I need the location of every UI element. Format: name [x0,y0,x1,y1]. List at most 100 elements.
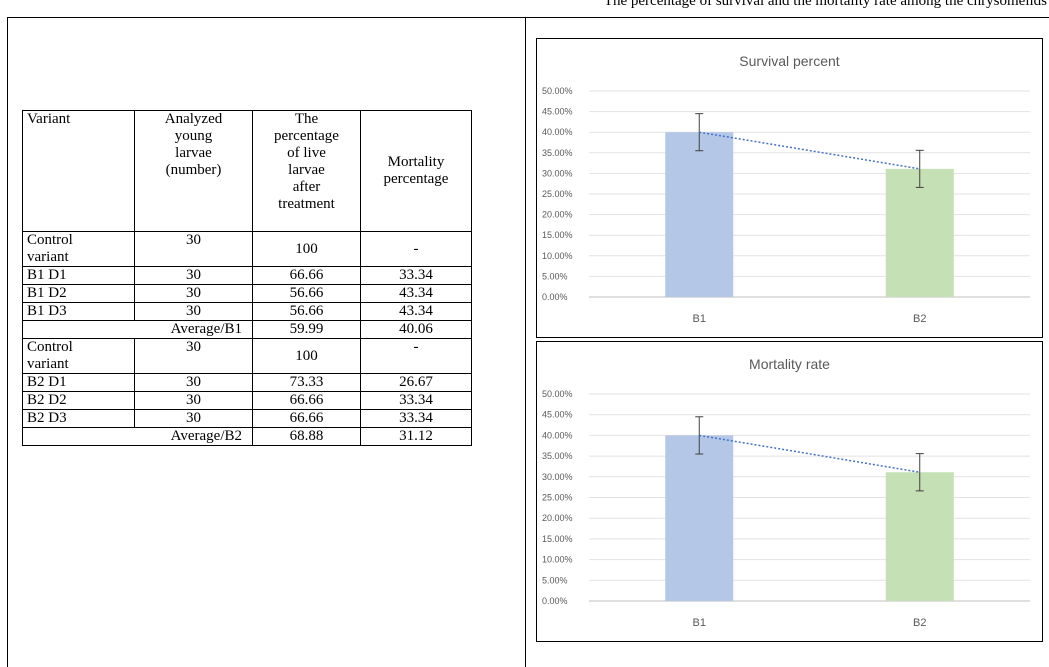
variant-text: variant [27,356,69,372]
y-tick-label: 0.00% [542,292,568,302]
variant-cell: B2 D3 [22,409,135,428]
table-row: Control variant 30 100- [22,231,472,267]
x-tick-label: B2 [913,313,926,325]
column-header-text: larvae [175,145,212,161]
live-percent-cell: 56.66 [252,302,361,321]
chart-title: Survival percent [739,53,839,69]
page-caption: The percentage of survival and the morta… [603,0,1047,9]
y-tick-label: 40.00% [542,127,573,137]
mortality-cell: 26.67 [360,373,472,392]
table-row: B1 D1 30 66.66 33.34 [22,266,472,285]
bar-b1 [665,132,734,297]
table-header-row: Variant Analyzed young larvae (number) The per… [22,110,472,232]
live-percent-cell: 66.66 [252,409,361,428]
y-tick-label: 5.00% [542,575,568,585]
mortality-cell: - [360,338,472,374]
trendline [699,434,920,473]
live-percent-cell: 73.33 [252,373,361,392]
live-percent-cell: 100 [252,231,361,267]
column-header-text: treatment [278,196,335,212]
bar-b2 [885,168,954,297]
survival-chart: Survival percent 0.00% 5.00% 10.00% 15.00% 20… [536,38,1043,338]
y-tick-label: 10.00% [542,251,573,261]
y-tick-label: 20.00% [542,513,573,523]
variant-cell: B2 D2 [22,391,135,410]
y-tick-label: 25.00% [542,493,573,503]
variant-cell: B1 D3 [22,302,135,321]
frame-top-border [7,17,1049,18]
y-tick-label: 45.00% [542,107,573,117]
mortality-cell: 33.34 [360,409,472,428]
chart-svg: Survival percent 0.00% 5.00% 10.00% 15.00% 20… [542,53,1030,325]
table-row: Control variant 30 100- [22,338,472,374]
y-tick-label: 15.00% [542,534,573,544]
average-label-cell: Average/B2 [22,427,253,446]
chart-title: Mortality rate [749,356,830,372]
variant-text: Control [27,339,73,355]
column-header-text: percentage [383,171,449,187]
number-cell: 30 [134,373,253,392]
y-tick-label: 0.00% [542,596,568,606]
x-tick-label: B1 [693,313,706,325]
bar-b2 [885,472,954,601]
live-percent-cell: 100 [252,338,361,374]
y-tick-label: 40.00% [542,430,573,440]
average-row: Average/B2 68.88 31.12 [22,427,472,446]
y-tick-label: 50.00% [542,389,573,399]
x-tick-label: B1 [693,617,706,629]
column-header-text: (number) [165,162,222,178]
column-header-text: young [174,128,213,144]
number-cell: 30 [134,231,253,267]
column-header-text: Variant [27,111,71,127]
table-row: B1 D3 30 56.66 43.34 [22,302,472,321]
trendline [699,131,920,170]
y-tick-label: 10.00% [542,555,573,565]
mortality-chart: Mortality rate 0.00% 5.00% 10.00% 15.00% 20.0… [536,341,1043,642]
variant-text: Control [27,232,73,248]
variant-cell: B1 D2 [22,284,135,303]
mortality-cell: 31.12 [360,427,472,446]
mortality-cell: 33.34 [360,266,472,285]
number-cell: 30 [134,338,253,374]
mortality-cell: 43.34 [360,284,472,303]
table-row: B2 D3 30 66.66 33.34 [22,409,472,428]
table-row: B1 D2 30 56.66 43.34 [22,284,472,303]
variant-cell: Control variant [22,231,135,267]
y-tick-label: 25.00% [542,189,573,199]
average-row: Average/B1 59.99 40.06 [22,320,472,339]
bar-b1 [665,435,734,601]
column-header-text: of live [287,145,326,161]
live-percent-cell: 59.99 [252,320,361,339]
mortality-cell: 40.06 [360,320,472,339]
frame-left-border [7,17,8,667]
number-cell: 30 [134,409,253,428]
y-tick-label: 20.00% [542,210,573,220]
chart-svg: Mortality rate 0.00% 5.00% 10.00% 15.00% 20.0… [542,356,1030,629]
column-header-text: Mortality [387,154,445,170]
number-cell: 30 [134,391,253,410]
mortality-cell: - [360,231,472,267]
y-tick-label: 45.00% [542,410,573,420]
live-percent-cell: 66.66 [252,391,361,410]
results-table: Variant Analyzed young larvae (number) The per… [22,110,472,446]
variant-cell: B2 D1 [22,373,135,392]
column-header: Mortality percentage [360,110,472,232]
column-header-text: larvae [288,162,325,178]
live-percent-cell: 56.66 [252,284,361,303]
y-tick-label: 15.00% [542,230,573,240]
table-row: B2 D2 30 66.66 33.34 [22,391,472,410]
variant-cell: Control variant [22,338,135,374]
column-header-text: after [292,179,321,195]
mortality-cell: 33.34 [360,391,472,410]
live-percent-cell: 66.66 [252,266,361,285]
y-tick-label: 35.00% [542,148,573,158]
column-header: The percentage of live larvae after treatment [252,110,361,232]
y-tick-label: 5.00% [542,271,568,281]
live-percent-cell: 68.88 [252,427,361,446]
y-tick-label: 35.00% [542,451,573,461]
variant-text: variant [27,249,69,265]
number-cell: 30 [134,266,253,285]
x-tick-label: B2 [913,617,926,629]
y-tick-label: 30.00% [542,168,573,178]
average-label-cell: Average/B1 [22,320,253,339]
